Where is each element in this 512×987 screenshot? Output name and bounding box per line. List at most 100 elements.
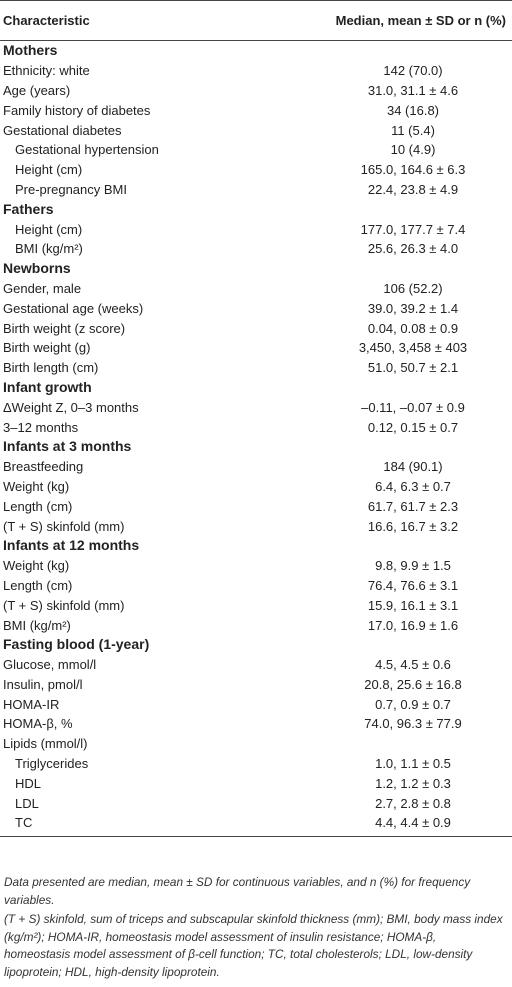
label-cell: Glucose, mmol/l <box>3 657 97 673</box>
data-row: HDL 1.2, 1.2 ± 0.3 <box>0 773 512 793</box>
label-cell: ΔWeight Z, 0–3 months <box>3 399 139 415</box>
table-body: Mothers Ethnicity: white 142 (70.0) Age (ye… <box>0 41 512 837</box>
label-cell: Gender, male <box>3 280 82 296</box>
value-cell: 15.9, 16.1 ± 3.1 <box>367 597 459 613</box>
label-cell: Breastfeeding <box>3 459 84 475</box>
label-cell: HOMA-IR <box>3 696 60 712</box>
label-cell: LDL <box>0 793 304 813</box>
label-cell: HOMA-β, % <box>3 716 73 732</box>
section-row: Infants at 12 months <box>0 536 512 556</box>
label-cell: Height (cm) <box>0 219 304 239</box>
section-row: Mothers <box>0 41 512 61</box>
value-cell: 1.2, 1.2 ± 0.3 <box>375 775 451 791</box>
data-row: Gestational age (weeks) 39.0, 39.2 ± 1.4 <box>0 298 512 318</box>
section-row: Infant growth <box>0 378 512 398</box>
data-row: Breastfeeding 184 (90.1) <box>0 457 512 477</box>
data-row: LDL 2.7, 2.8 ± 0.8 <box>0 793 512 813</box>
row-label: Pre-pregnancy BMI <box>15 181 127 197</box>
data-row: Length (cm) 61.7, 61.7 ± 2.3 <box>0 496 512 516</box>
data-row: Gender, male 106 (52.2) <box>0 279 512 299</box>
label-cell: Age (years) <box>3 82 71 98</box>
value-cell: 165.0, 164.6 ± 6.3 <box>360 162 466 178</box>
data-row: HOMA-β, % 74.0, 96.3 ± 77.9 <box>0 714 512 734</box>
label-cell: Gestational age (weeks) <box>3 300 144 316</box>
value-cell: 1.0, 1.1 ± 0.5 <box>375 756 451 772</box>
label-cell: Birth weight (g) <box>3 340 91 356</box>
label-cell: Insulin, pmol/l <box>3 676 83 692</box>
data-row: ΔWeight Z, 0–3 months –0.11, –0.07 ± 0.9 <box>0 397 512 417</box>
footnote: Data presented are median, mean ± SD for… <box>4 875 471 907</box>
data-row: Age (years) 31.0, 31.1 ± 4.6 <box>0 81 512 101</box>
section-title: Fasting blood (1-year) <box>3 636 150 653</box>
value-cell: 10 (4.9) <box>390 142 436 158</box>
value-cell: 16.6, 16.7 ± 3.2 <box>367 518 459 534</box>
table: Characteristic Median, mean ± SD or n (%… <box>0 0 512 837</box>
row-label: Gestational hypertension <box>15 142 159 158</box>
value-cell: 3,450, 3,458 ± 403 <box>358 340 468 356</box>
row-label: LDL <box>15 795 39 811</box>
data-row: Birth weight (z score) 0.04, 0.08 ± 0.9 <box>0 318 512 338</box>
data-row: Glucose, mmol/l 4.5, 4.5 ± 0.6 <box>0 655 512 675</box>
value-cell: –0.11, –0.07 ± 0.9 <box>361 399 465 415</box>
value-cell: 31.0, 31.1 ± 4.6 <box>367 82 459 98</box>
value-cell: 0.7, 0.9 ± 0.7 <box>375 696 451 712</box>
label-cell: Length (cm) <box>3 577 73 593</box>
value-cell: 184 (90.1) <box>383 459 443 475</box>
section-row: Newborns <box>0 259 512 279</box>
section-title: Newborns <box>3 260 71 277</box>
label-cell: BMI (kg/m²) <box>0 239 304 259</box>
row-label: BMI (kg/m²) <box>15 241 83 257</box>
value-cell: 0.04, 0.08 ± 0.9 <box>367 320 459 336</box>
row-label: Height (cm) <box>15 221 83 237</box>
data-row: Family history of diabetes 34 (16.8) <box>0 100 512 120</box>
data-row: Lipids (mmol/l) <box>0 734 512 754</box>
row-label: HDL <box>15 775 42 791</box>
label-cell: Ethnicity: white <box>3 63 90 79</box>
row-label: Height (cm) <box>15 162 83 178</box>
data-row: TC 4.4, 4.4 ± 0.9 <box>0 813 512 837</box>
row-label: Triglycerides <box>15 756 89 772</box>
label-cell: Lipids (mmol/l) <box>3 736 88 752</box>
value-cell: 74.0, 96.3 ± 77.9 <box>364 716 462 732</box>
data-row: Birth weight (g) 3,450, 3,458 ± 403 <box>0 338 512 358</box>
data-row: Gestational diabetes 11 (5.4) <box>0 120 512 140</box>
label-cell: Pre-pregnancy BMI <box>0 180 304 200</box>
label-cell: Weight (kg) <box>3 478 70 494</box>
data-row: (T + S) skinfold (mm) 15.9, 16.1 ± 3.1 <box>0 595 512 615</box>
label-cell: Triglycerides <box>0 754 304 774</box>
data-row: Pre-pregnancy BMI 22.4, 23.8 ± 4.9 <box>0 180 512 200</box>
label-cell: Birth length (cm) <box>3 360 99 376</box>
data-row: Height (cm) 177.0, 177.7 ± 7.4 <box>0 219 512 239</box>
value-cell: 51.0, 50.7 ± 2.1 <box>367 360 459 376</box>
data-row: 3–12 months 0.12, 0.15 ± 0.7 <box>0 417 512 437</box>
value-cell: 106 (52.2) <box>383 280 443 296</box>
value-cell: 11 (5.4) <box>391 122 435 138</box>
label-cell: TC <box>0 813 304 837</box>
value-cell: 34 (16.8) <box>386 102 440 118</box>
data-row: BMI (kg/m²) 25.6, 26.3 ± 4.0 <box>0 239 512 259</box>
value-cell: 39.0, 39.2 ± 1.4 <box>367 300 459 316</box>
value-cell: 22.4, 23.8 ± 4.9 <box>367 181 459 197</box>
data-row: (T + S) skinfold (mm) 16.6, 16.7 ± 3.2 <box>0 516 512 536</box>
data-row: Insulin, pmol/l 20.8, 25.6 ± 16.8 <box>0 675 512 695</box>
header-row: Characteristic Median, mean ± SD or n (%… <box>0 0 512 41</box>
data-row: Weight (kg) 9.8, 9.9 ± 1.5 <box>0 556 512 576</box>
table-header: Characteristic Median, mean ± SD or n (%… <box>0 0 512 41</box>
data-row: BMI (kg/m²) 17.0, 16.9 ± 1.6 <box>0 615 512 635</box>
data-row: Birth length (cm) 51.0, 50.7 ± 2.1 <box>0 358 512 378</box>
value-cell: 0.12, 0.15 ± 0.7 <box>367 419 459 435</box>
data-row: Gestational hypertension 10 (4.9) <box>0 140 512 160</box>
label-cell: 3–12 months <box>3 419 79 435</box>
data-row: Height (cm) 165.0, 164.6 ± 6.3 <box>0 160 512 180</box>
label-cell: BMI (kg/m²) <box>3 617 71 633</box>
row-label: TC <box>15 815 33 831</box>
section-row: Infants at 3 months <box>0 437 512 457</box>
value-cell: 20.8, 25.6 ± 16.8 <box>364 676 462 692</box>
data-row: HOMA-IR 0.7, 0.9 ± 0.7 <box>0 694 512 714</box>
footnote: (T + S) skinfold, sum of triceps and sub… <box>4 912 503 979</box>
label-cell: Weight (kg) <box>3 558 70 574</box>
label-cell: Gestational diabetes <box>3 122 122 138</box>
label-cell: HDL <box>0 773 304 793</box>
value-cell: 25.6, 26.3 ± 4.0 <box>367 241 459 257</box>
